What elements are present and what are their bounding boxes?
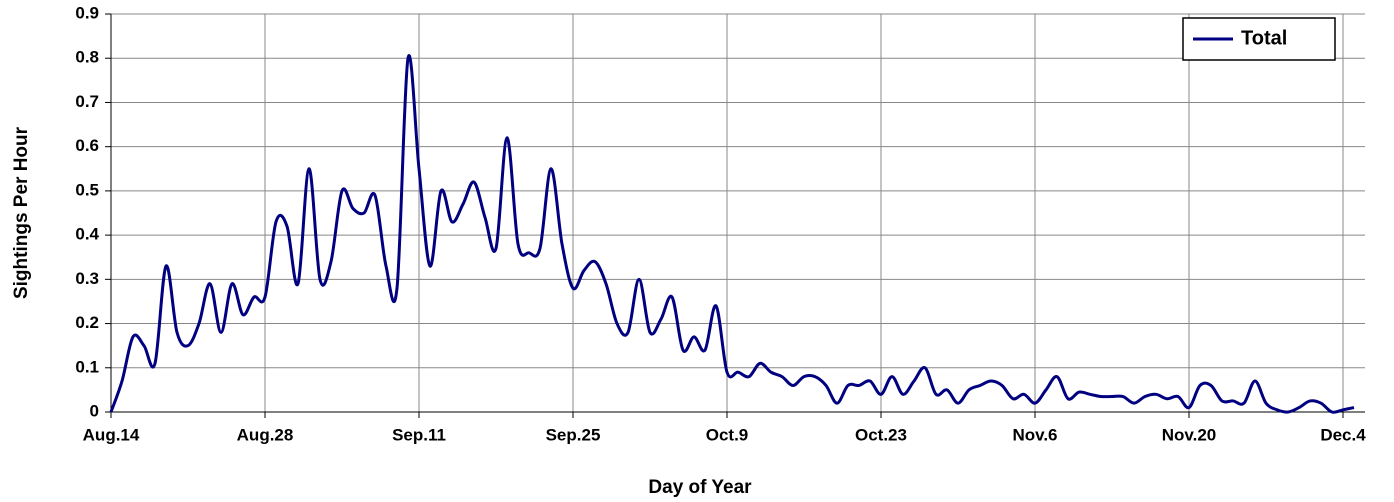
x-tick-label: Sep.25 [546,425,601,444]
y-tick-label: 0.2 [75,313,99,332]
x-tick-label: Aug.28 [237,425,294,444]
y-tick-label: 0.3 [75,269,99,288]
y-tick-label: 0.6 [75,136,99,155]
x-tick-label: Nov.6 [1012,425,1057,444]
y-tick-label: 0.1 [75,357,99,376]
x-tick-label: Sep.11 [392,425,446,444]
x-tick-label: Oct.9 [706,425,749,444]
x-tick-label: Aug.14 [83,425,140,444]
x-axis-title: Day of Year [648,477,752,498]
y-tick-label: 0.4 [75,225,99,244]
x-tick-label: Dec.4 [1320,425,1366,444]
x-tick-label: Nov.20 [1162,425,1217,444]
data-line [109,54,1355,414]
y-tick-label: 0.8 [75,48,99,67]
y-tick-label: 0.5 [75,180,99,199]
y-axis-title: Sightings Per Hour [11,126,32,299]
y-tick-label: 0.7 [75,92,99,111]
legend-label: Total [1241,27,1287,49]
y-tick-label: 0 [90,401,99,420]
y-tick-label: 0.9 [75,3,99,22]
x-tick-label: Oct.23 [855,425,907,444]
